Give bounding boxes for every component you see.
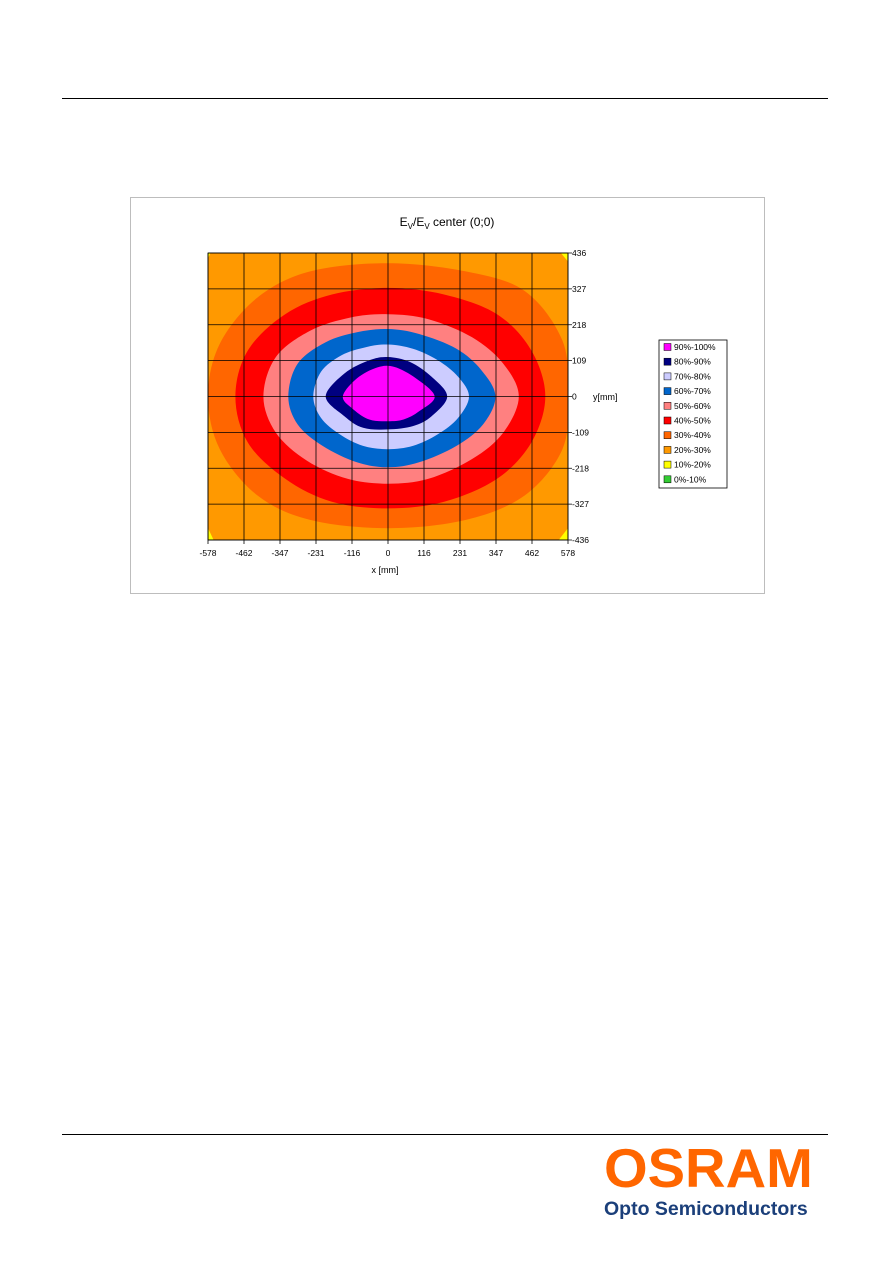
legend-label: 50%-60%	[674, 401, 711, 411]
legend: 90%-100% 80%-90% 70%-80% 60%-70% 50%-60% 40%-…	[658, 339, 728, 489]
x-tick-label: 116	[417, 548, 431, 558]
legend-label: 20%-30%	[674, 445, 711, 455]
y-tick-label: 218	[572, 320, 586, 330]
header-rule	[62, 98, 828, 99]
x-tick-label: -116	[344, 548, 361, 558]
legend-label: 70%-80%	[674, 371, 711, 381]
y-axis-label: y[mm]	[593, 392, 618, 402]
osram-logo: OSRAM Opto Semiconductors	[604, 1138, 834, 1220]
x-tick-label: -462	[235, 548, 252, 558]
legend-label: 0%-10%	[674, 474, 707, 484]
plot-frame	[207, 252, 569, 541]
y-tick-label: -436	[572, 535, 589, 545]
x-tick-label: 578	[561, 548, 575, 558]
x-tick-label: 0	[386, 548, 391, 558]
legend-swatch	[663, 446, 672, 454]
x-tick-labels: -578 -462 -347 -231 -116 0 116 231 347 462 578	[199, 548, 575, 558]
legend-swatch	[663, 431, 672, 439]
logo-wordmark: OSRAM	[604, 1137, 813, 1199]
legend-swatch	[663, 475, 672, 484]
legend-label: 40%-50%	[674, 416, 711, 426]
x-tick-label: -231	[307, 548, 324, 558]
y-tick-label: 0	[572, 392, 577, 402]
y-tick-label: 109	[572, 356, 586, 366]
contour-corner	[560, 253, 568, 262]
contour-chart: -578 -462 -347 -231 -116 0 116 231 347 462 578 436…	[199, 215, 728, 575]
y-tick-labels: 436 327 218 109 0 -109 -218 -327 -436	[572, 248, 589, 545]
logo-tagline: Opto Semiconductors	[604, 1198, 808, 1220]
legend-swatch	[663, 460, 672, 469]
x-tick-label: -578	[199, 548, 216, 558]
footer-rule	[62, 1134, 828, 1135]
chart-title: EV/EV center (0;0)	[400, 215, 495, 231]
y-tick-label: -327	[572, 499, 589, 509]
x-tick-label: 347	[489, 548, 503, 558]
legend-label: 80%-90%	[674, 357, 711, 367]
legend-swatch	[663, 372, 672, 381]
y-tick-label: 327	[572, 284, 586, 294]
grid-lines	[207, 252, 572, 544]
legend-swatch	[663, 357, 672, 366]
legend-swatch	[663, 343, 672, 351]
legend-swatch	[663, 387, 672, 395]
chart-frame: -578 -462 -347 -231 -116 0 116 231 347 462 578 436…	[130, 197, 765, 594]
legend-label: 60%-70%	[674, 386, 711, 396]
legend-swatch	[663, 402, 672, 410]
legend-label: 30%-40%	[674, 430, 711, 440]
contour-corner	[558, 528, 568, 540]
x-tick-label: -347	[271, 548, 288, 558]
x-tick-label: 462	[525, 548, 539, 558]
y-tick-label: 436	[572, 248, 586, 258]
y-tick-label: -218	[572, 463, 589, 473]
contour-band	[342, 365, 435, 422]
y-tick-label: -109	[572, 427, 589, 437]
legend-label: 90%-100%	[674, 342, 716, 352]
legend-label: 10%-20%	[674, 460, 711, 470]
legend-swatch	[663, 416, 672, 425]
x-tick-label: 231	[453, 548, 467, 558]
contour-corner	[208, 528, 214, 540]
x-axis-label: x [mm]	[372, 565, 399, 575]
contour-corner	[208, 253, 211, 259]
